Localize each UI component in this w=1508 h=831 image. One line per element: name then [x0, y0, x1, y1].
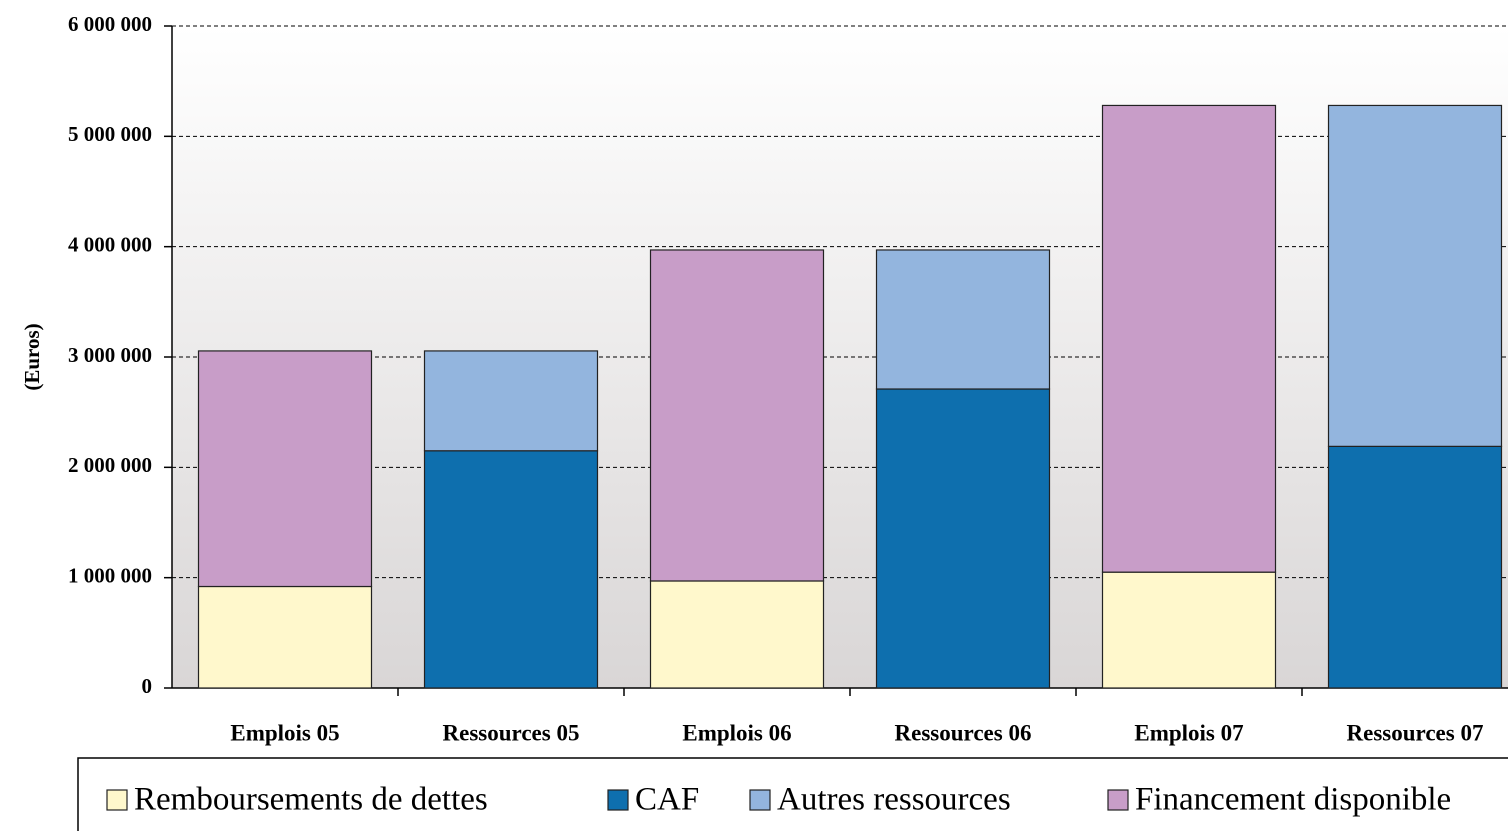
- legend-box: [77, 757, 1508, 831]
- x-tick-label: Ressources 07: [1347, 720, 1484, 745]
- y-tick-label: 1 000 000: [68, 563, 152, 587]
- legend-swatch: [607, 789, 629, 811]
- bar-segment: [423, 350, 599, 452]
- legend-label: CAF: [635, 782, 699, 818]
- y-tick-label: 3 000 000: [68, 343, 152, 367]
- y-tick-label: 6 000 000: [68, 12, 152, 36]
- y-tick-label: 4 000 000: [68, 232, 152, 256]
- legend-label: Autres ressources: [777, 782, 1011, 818]
- bar-segment: [197, 585, 373, 689]
- y-tick-label: 5 000 000: [68, 122, 152, 146]
- x-tick-label: Emplois 07: [1134, 720, 1243, 745]
- x-tick-label: Emplois 05: [230, 720, 339, 745]
- bar-segment: [1327, 104, 1503, 447]
- y-tick-label: 2 000 000: [68, 453, 152, 477]
- bar-segment: [1101, 104, 1277, 573]
- legend-swatch: [749, 789, 771, 811]
- legend-swatch: [1107, 789, 1129, 811]
- legend-label: Remboursements de dettes: [134, 782, 488, 818]
- legend-label: Financement disponible: [1135, 782, 1451, 818]
- bar-segment: [875, 249, 1051, 390]
- bar-segment: [423, 450, 599, 689]
- x-tick-label: Ressources 06: [895, 720, 1032, 745]
- bar-segment: [197, 350, 373, 588]
- legend-swatch: [106, 789, 128, 811]
- bar-segment: [1101, 571, 1277, 689]
- x-tick-label: Emplois 06: [682, 720, 791, 745]
- x-tick-label: Ressources 05: [443, 720, 580, 745]
- y-axis-label: (Euros): [20, 323, 44, 390]
- y-tick-label: 0: [142, 674, 153, 698]
- bar-segment: [649, 249, 825, 582]
- bar-segment: [649, 580, 825, 689]
- bar-segment: [875, 388, 1051, 689]
- bar-segment: [1327, 445, 1503, 689]
